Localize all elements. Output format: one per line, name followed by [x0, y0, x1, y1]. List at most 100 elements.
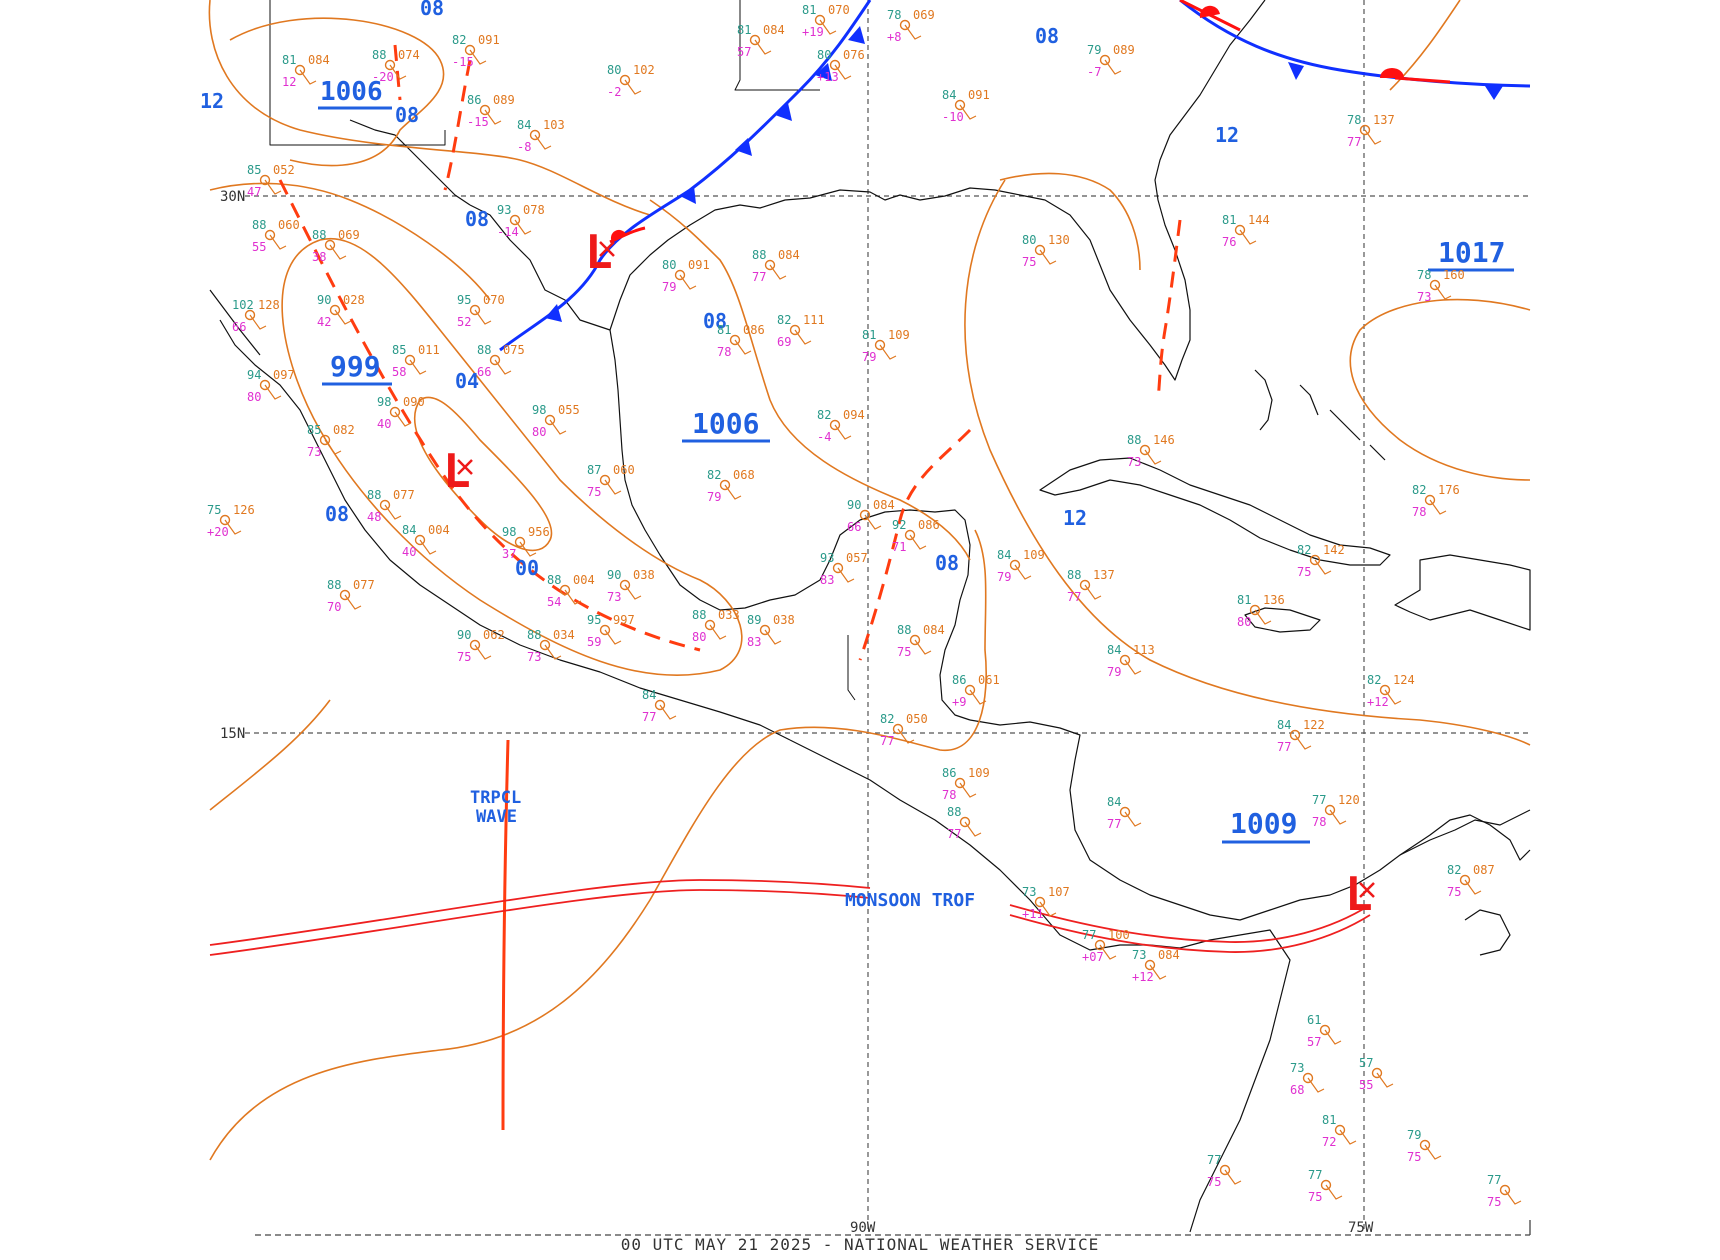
- wind-barb: [604, 629, 622, 645]
- station-circle: [1119, 654, 1131, 666]
- station-pressure: 089: [493, 93, 515, 107]
- station-dewpoint: 75: [1308, 1190, 1322, 1204]
- lon-75w-label: 75W: [1348, 1220, 1374, 1236]
- station-plot: 77 120 78: [1312, 793, 1360, 829]
- wind-barb: [1104, 59, 1122, 75]
- station-plot: 90 084 66: [847, 498, 895, 534]
- wind-barb: [834, 424, 852, 440]
- trough-mexico: [278, 179, 701, 652]
- station-dewpoint: 73: [307, 445, 321, 459]
- station-temp: 81: [282, 53, 296, 67]
- station-plot: 86 109 78: [942, 766, 990, 802]
- station-dewpoint: 77: [880, 734, 894, 748]
- isobar-999-1004: [281, 237, 743, 677]
- station-dewpoint: -7: [1087, 65, 1101, 79]
- wind-barb: [224, 519, 242, 535]
- station-circle: [964, 684, 976, 696]
- colombia-coast: [1399, 814, 1531, 861]
- station-plot: 84 113 79: [1107, 643, 1155, 679]
- station-temp: 77: [1487, 1173, 1501, 1187]
- station-temp: 84: [517, 118, 531, 132]
- tropical-wave-axis: [501, 739, 510, 1131]
- station-temp: 93: [820, 551, 834, 565]
- station-plot: 90 062 75: [457, 628, 505, 664]
- station-circle: [729, 334, 741, 346]
- station-circle: [789, 324, 801, 336]
- station-pressure: 070: [483, 293, 505, 307]
- wind-barb: [344, 594, 362, 610]
- wind-barb: [514, 219, 532, 235]
- wind-barb: [754, 39, 772, 55]
- wind-barb: [1149, 964, 1167, 980]
- isobar-label: 08: [420, 0, 444, 20]
- station-pressure: 038: [633, 568, 655, 582]
- station-plot: 88 77: [947, 805, 982, 841]
- station-dewpoint: 55: [252, 240, 266, 254]
- station-dewpoint: 77: [947, 827, 961, 841]
- station-pressure: 069: [913, 8, 935, 22]
- station-plot: 86 089 -15: [467, 93, 515, 129]
- station-circle: [1099, 54, 1111, 66]
- station-plot: 81 109 79: [862, 328, 910, 364]
- station-circle: [414, 534, 426, 546]
- station-temp: 82: [1367, 673, 1381, 687]
- station-temp: 84: [642, 688, 656, 702]
- station-temp: 80: [1022, 233, 1036, 247]
- station-dewpoint: 73: [527, 650, 541, 664]
- station-plot: 77 75: [1308, 1168, 1343, 1204]
- station-circle: [1219, 1164, 1231, 1176]
- wind-barb: [1376, 1072, 1394, 1088]
- station-dewpoint: 66: [232, 320, 246, 334]
- station-pressure: 091: [478, 33, 500, 47]
- wind-barb: [709, 624, 727, 640]
- station-pressure: 075: [503, 343, 525, 357]
- station-plot: 98 055 80: [532, 403, 580, 439]
- station-temp: 73: [1022, 885, 1036, 899]
- station-temp: 98: [377, 395, 391, 409]
- station-pressure: 120: [1338, 793, 1360, 807]
- station-temp: 90: [847, 498, 861, 512]
- station-dewpoint: 79: [707, 490, 721, 504]
- wind-barb: [419, 539, 437, 555]
- station-circle: [244, 309, 256, 321]
- bahamas-4: [1369, 444, 1386, 461]
- wind-barb: [734, 339, 752, 355]
- wind-barb: [879, 344, 897, 360]
- station-plot: 82 142 75: [1297, 543, 1345, 579]
- station-plot: 77 75: [1487, 1173, 1522, 1209]
- wind-barb: [329, 244, 347, 260]
- wind-barb: [1339, 1129, 1357, 1145]
- station-circle: [1324, 804, 1336, 816]
- station-circle: [509, 214, 521, 226]
- station-plot: 95 070 52: [457, 293, 505, 329]
- station-plot: 82 050 77: [880, 712, 928, 748]
- wind-barb: [1294, 734, 1312, 750]
- station-circle: [339, 589, 351, 601]
- station-temp: 88: [312, 228, 326, 242]
- station-dewpoint: 73: [1417, 290, 1431, 304]
- station-plot: 73 68: [1290, 1061, 1325, 1097]
- station-temp: 88: [752, 248, 766, 262]
- pressure-center-label: 1017: [1438, 236, 1505, 269]
- station-dewpoint: 59: [587, 635, 601, 649]
- wind-barb: [1039, 249, 1057, 265]
- station-plot: 98 090 40: [377, 395, 425, 431]
- station-pressure: 113: [1133, 643, 1155, 657]
- station-dewpoint: 55: [1359, 1078, 1373, 1092]
- isobar-a: [209, 182, 491, 301]
- pressure-center-label: 999: [330, 350, 381, 383]
- station-plot: 81 070 +19: [802, 3, 850, 39]
- station-plot: 88 074 -20: [372, 48, 420, 84]
- isobar-1000-inner: [414, 396, 553, 552]
- station-temp: 88: [1127, 433, 1141, 447]
- wind-barb: [1464, 879, 1482, 895]
- wind-barb: [394, 411, 412, 427]
- cold-front-atlantic: [1179, 0, 1531, 88]
- station-dewpoint: 80: [532, 425, 546, 439]
- station-plot: 80 130 75: [1022, 233, 1070, 269]
- station-circle: [379, 499, 391, 511]
- station-plot: 81 086 78: [717, 323, 765, 359]
- wind-barb: [724, 484, 742, 500]
- warm-front-bump: [610, 229, 626, 242]
- station-pressure: 137: [1373, 113, 1395, 127]
